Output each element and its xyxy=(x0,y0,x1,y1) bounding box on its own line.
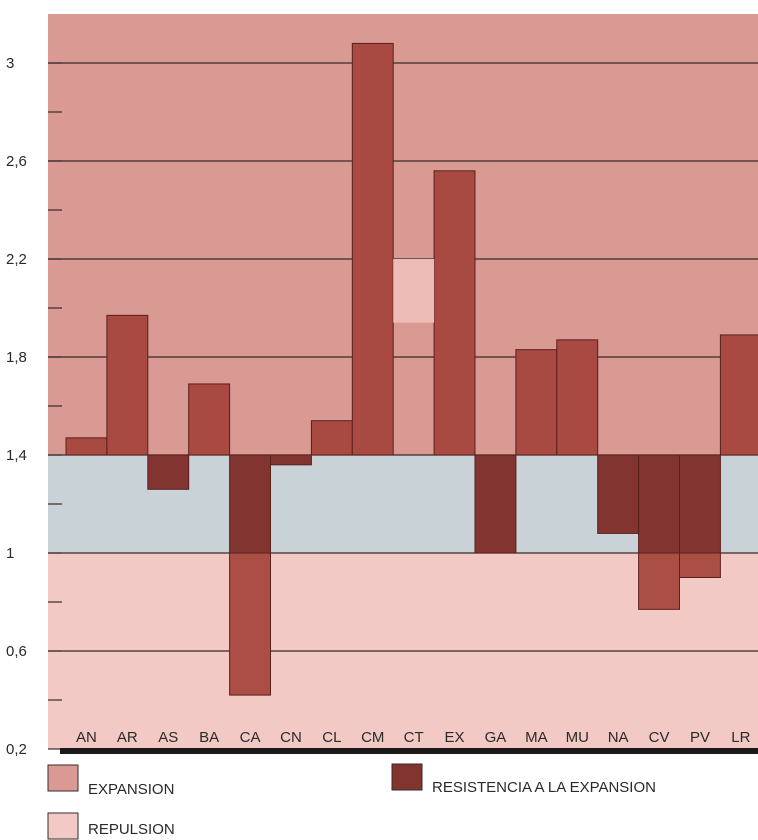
x-tick-label: NA xyxy=(608,729,629,746)
bar-ca-repulsion xyxy=(229,552,272,696)
bar-cn-resistance xyxy=(270,454,312,466)
bar-ga-resistance xyxy=(474,454,517,554)
y-tick-label: 0,2 xyxy=(6,741,27,758)
x-axis-line xyxy=(60,748,758,754)
bar-an xyxy=(65,437,108,456)
zone-expansion xyxy=(48,14,758,455)
x-tick-label: AR xyxy=(117,729,138,746)
legend-label-expansion: EXPANSION xyxy=(88,781,174,798)
x-tick-label: LR xyxy=(731,729,750,746)
y-tick-label: 0,6 xyxy=(6,643,27,660)
legend-label-repulsion: REPULSION xyxy=(88,821,175,838)
bar-cn xyxy=(270,454,312,466)
legend: EXPANSION RESISTENCIA A LA EXPANSION REPUL… xyxy=(47,763,656,840)
x-tick-label: CM xyxy=(361,729,384,746)
x-tick-label: PV xyxy=(690,729,710,746)
bar-lr xyxy=(719,334,758,456)
background-zones xyxy=(48,14,758,749)
bar-cv-repulsion xyxy=(638,552,680,610)
y-tick-label: 1 xyxy=(6,545,14,562)
bar-cm xyxy=(351,42,394,456)
y-tick-label: 2,6 xyxy=(6,153,27,170)
x-tick-label: GA xyxy=(485,729,507,746)
x-tick-label: CV xyxy=(649,729,670,746)
legend-label-resistencia-a-la-expansion: RESISTENCIA A LA EXPANSION xyxy=(432,779,656,796)
x-tick-label: CN xyxy=(280,729,302,746)
bar-as xyxy=(147,454,190,490)
bar-cv xyxy=(638,454,680,610)
x-axis-labels: AN AR AS BA CA CN CL CM CT EX GA MA MU NA CV PV LR xyxy=(76,729,751,746)
bar-cl xyxy=(310,420,353,456)
bar-ca xyxy=(229,454,272,696)
bar-pv xyxy=(679,454,721,578)
x-tick-label: CT xyxy=(404,729,424,746)
bar-ar xyxy=(106,314,149,456)
legend-swatch-expansion xyxy=(47,764,79,792)
y-tick-label: 3 xyxy=(6,55,14,72)
x-tick-label: BA xyxy=(199,729,219,746)
bar-ma xyxy=(515,349,558,456)
x-tick-label: CA xyxy=(240,729,261,746)
bar-pv-resistance xyxy=(679,454,721,554)
bar-na-resistance xyxy=(597,454,640,534)
y-tick-label: 2,2 xyxy=(6,251,27,268)
x-tick-label: CL xyxy=(322,729,341,746)
x-tick-label: AN xyxy=(76,729,97,746)
highlight-ct xyxy=(393,259,435,323)
bar-pv-repulsion xyxy=(679,552,721,578)
legend-swatch-repulsion xyxy=(47,812,79,840)
y-axis: 3 2,6 2,2 1,8 1,4 1 0,6 0,2 xyxy=(6,55,758,758)
bar-ba xyxy=(188,383,231,456)
bar-ca-resistance xyxy=(229,454,272,554)
y-tick-label: 1,4 xyxy=(6,447,27,464)
bar-na xyxy=(597,454,640,534)
x-tick-label: AS xyxy=(158,729,178,746)
x-tick-label: MA xyxy=(525,729,548,746)
legend-swatch-resistencia-a-la-expansion xyxy=(391,763,423,791)
bar-cv-resistance xyxy=(638,454,680,554)
x-tick-label: EX xyxy=(445,729,465,746)
bar-as-resistance xyxy=(147,454,190,490)
bar-ga xyxy=(474,454,517,554)
y-tick-label: 1,8 xyxy=(6,349,27,366)
x-tick-label: MU xyxy=(566,729,589,746)
bar-ex xyxy=(433,170,476,456)
bar-mu xyxy=(556,339,599,456)
bars xyxy=(65,42,758,696)
